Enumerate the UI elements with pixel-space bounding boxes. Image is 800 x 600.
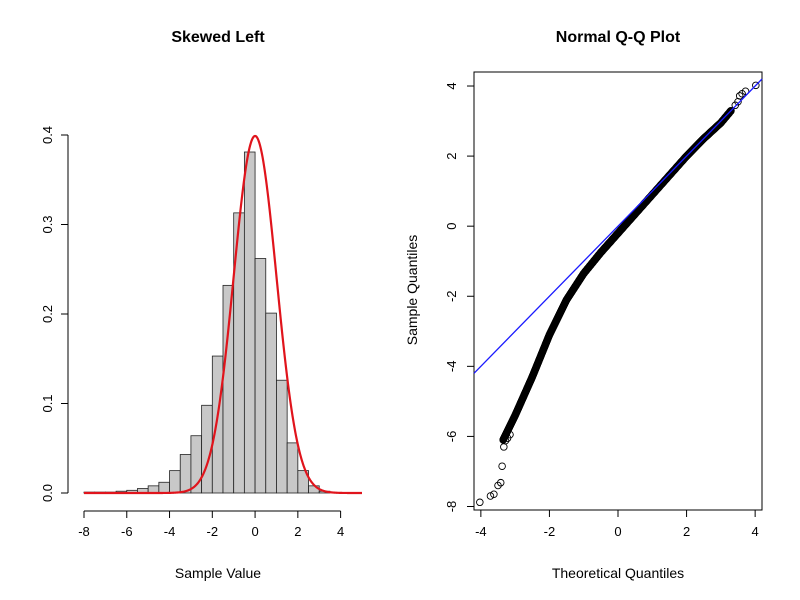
histogram-bar <box>286 442 299 494</box>
histogram-x-tick-label: 4 <box>337 524 344 539</box>
histogram-bar <box>265 312 277 494</box>
qq-reference-line <box>473 78 763 374</box>
qq-point <box>496 478 505 487</box>
histogram-x-tick-label: 0 <box>251 524 258 539</box>
histogram-bar <box>211 355 224 494</box>
qq-x-tick-label: 0 <box>614 524 621 539</box>
qq-x-tick-label: 2 <box>683 524 690 539</box>
histogram-y-axis: 0.0 0.1 0.2 0.3 0.4 <box>40 126 69 502</box>
qq-point <box>727 106 735 115</box>
qq-plot-x-axis: -4 -2 0 2 4 <box>475 510 759 539</box>
qq-point <box>498 462 506 470</box>
qq-x-tick-label: 4 <box>752 524 759 539</box>
qq-plot-y-axis: -8 -6 -4 -2 0 2 4 <box>444 82 474 512</box>
qq-plot-title: Normal Q-Q Plot <box>556 29 681 46</box>
qq-point <box>486 492 495 500</box>
histogram-bar <box>297 470 309 494</box>
histogram-x-axis-label: Sample Value <box>175 565 261 581</box>
histogram-y-tick-label: 0.4 <box>40 126 55 144</box>
qq-point <box>506 430 514 439</box>
qq-y-tick-label: 4 <box>444 82 459 89</box>
histogram-bar <box>158 481 170 494</box>
qq-point <box>490 490 498 498</box>
histogram-x-axis: -8 -6 -4 -2 0 2 4 <box>78 510 344 539</box>
qq-point <box>501 436 510 445</box>
qq-point <box>741 87 750 96</box>
histogram-bar <box>169 470 181 494</box>
histogram-bar <box>179 454 192 494</box>
normal-density-curve <box>84 134 362 495</box>
histogram-panel: Skewed Left Sample Value -8 -6 -4 -2 0 2 4 0.0… <box>40 29 362 581</box>
qq-x-tick-label: -4 <box>475 524 487 539</box>
histogram-y-tick-label: 0.2 <box>40 305 55 323</box>
histogram-bars <box>83 151 331 494</box>
qq-point <box>752 81 760 90</box>
histogram-x-tick-label: -6 <box>121 524 133 539</box>
histogram-y-tick-label: 0.0 <box>40 484 55 502</box>
qq-x-tick-label: -2 <box>544 524 556 539</box>
histogram-bar <box>254 258 267 494</box>
histogram-bar <box>222 284 235 494</box>
histogram-x-tick-label: -4 <box>164 524 176 539</box>
histogram-y-tick-label: 0.1 <box>40 394 55 412</box>
qq-plot-y-axis-label: Sample Quantiles <box>404 235 420 346</box>
qq-y-tick-label: -4 <box>444 361 459 373</box>
qq-y-tick-label: -8 <box>444 501 459 513</box>
qq-point <box>735 92 744 100</box>
qq-y-tick-label: 2 <box>444 152 459 159</box>
qq-y-tick-label: -2 <box>444 290 459 302</box>
histogram-title: Skewed Left <box>171 29 265 46</box>
qq-y-tick-label: -6 <box>444 431 459 443</box>
qq-point <box>476 498 484 507</box>
histogram-bar <box>243 151 256 494</box>
qq-y-tick-label: 0 <box>444 223 459 230</box>
qq-plot-x-axis-label: Theoretical Quantiles <box>552 565 684 581</box>
histogram-x-tick-label: 2 <box>294 524 301 539</box>
histogram-x-tick-label: -2 <box>207 524 219 539</box>
histogram-x-tick-label: -8 <box>78 524 90 539</box>
qq-point <box>494 481 502 490</box>
histogram-y-tick-label: 0.3 <box>40 215 55 233</box>
qq-plot-panel: Normal Q-Q Plot Theoretical Quantiles Sa… <box>404 29 763 581</box>
histogram-bar <box>276 379 288 494</box>
